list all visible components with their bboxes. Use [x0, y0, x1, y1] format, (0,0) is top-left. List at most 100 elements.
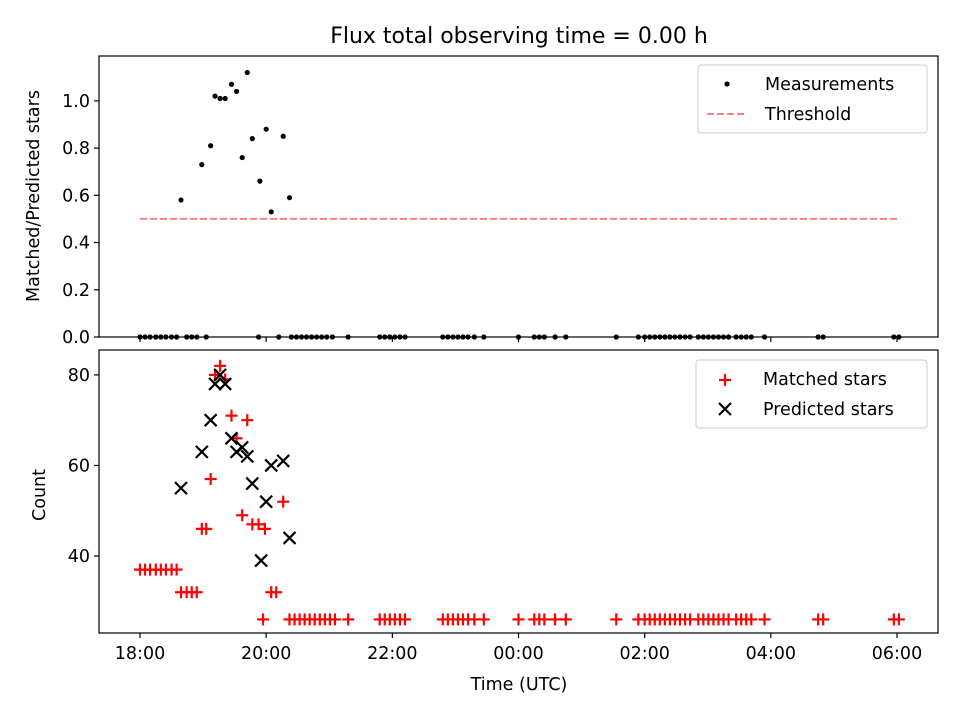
legend-threshold-label: Threshold: [764, 105, 851, 125]
measurement-point: [652, 334, 658, 340]
matched-star-point: [758, 613, 771, 626]
x-tick-label: 18:00: [115, 644, 165, 664]
bottom-y-tick-label: 80: [68, 366, 90, 386]
measurement-point: [324, 334, 330, 340]
legend-predicted-marker: [718, 402, 732, 416]
top-legend-box: [697, 64, 928, 134]
measurement-point: [733, 334, 739, 340]
legend-predicted-label: Predicted stars: [763, 400, 894, 420]
measurement-point: [687, 334, 693, 340]
measurement-point: [298, 334, 305, 340]
measurement-point: [228, 81, 235, 87]
matched-star-point: [236, 509, 249, 522]
measurement-point: [212, 93, 218, 99]
measurement-point: [725, 334, 732, 340]
matched-star-point: [559, 613, 572, 626]
measurement-point: [280, 133, 286, 139]
measurement-point: [303, 334, 310, 340]
predicted-star-point: [213, 368, 227, 382]
measurement-point: [276, 334, 282, 340]
measurement-point: [720, 334, 727, 340]
bottom-y-tick-label: 60: [68, 456, 90, 476]
measurement-point: [541, 334, 547, 340]
top-y-tick-label: 1.0: [62, 92, 90, 112]
matched-star-point: [204, 473, 217, 486]
measurement-point: [647, 334, 653, 340]
bottom-panel: 40 60 80 18:00 20:00 22:00 00:00 02:00 04:00 06:…: [30, 349, 939, 695]
predicted-star-point: [208, 377, 222, 391]
measurement-point: [635, 334, 641, 340]
x-tick-label: 06:00: [872, 644, 922, 664]
matched-star-point: [342, 613, 355, 626]
measurement-point: [705, 334, 711, 340]
measurement-point: [531, 334, 537, 340]
x-tick-label: 22:00: [367, 644, 417, 664]
measurement-point: [319, 334, 325, 340]
measurement-point: [440, 334, 446, 340]
matched-star-point: [538, 613, 551, 626]
x-axis-label: Time (UTC): [470, 675, 568, 695]
measurement-point: [153, 334, 159, 340]
top-y-tick-label: 0.2: [62, 281, 90, 301]
measurement-point: [199, 162, 205, 168]
matched-star-point: [214, 359, 227, 372]
counts-layer: [134, 359, 905, 626]
predicted-star-point: [259, 494, 273, 509]
legend-matched-label: Matched stars: [763, 370, 887, 390]
measurement-point: [208, 143, 214, 149]
measurement-point: [715, 334, 722, 340]
chart-title: Flux total observing time = 0.00 h: [330, 24, 708, 49]
measurement-point: [552, 334, 558, 340]
legend-measurements-marker: [724, 81, 730, 87]
measurement-point: [815, 334, 821, 340]
measurement-point: [189, 334, 195, 340]
predicted-star-point: [240, 449, 255, 464]
measurement-point: [257, 178, 263, 184]
measurement-point: [700, 334, 706, 340]
measurement-point: [387, 334, 393, 340]
measurement-point: [142, 334, 148, 340]
predicted-star-point: [282, 531, 297, 545]
predicted-star-point: [245, 476, 260, 491]
measurement-point: [263, 126, 269, 132]
measurement-point: [239, 154, 245, 161]
measurement-point: [460, 334, 466, 340]
matched-star-point: [549, 613, 562, 626]
predicted-star-point: [203, 413, 218, 427]
matched-star-point: [252, 518, 265, 531]
measurement-point: [743, 334, 749, 340]
measurement-point: [184, 334, 190, 340]
measurement-point: [286, 195, 293, 201]
matched-star-point: [817, 613, 830, 626]
measurement-point: [222, 95, 228, 102]
top-y-tick-label: 0.8: [62, 139, 90, 159]
matched-star-point: [225, 409, 238, 422]
measurement-point: [308, 334, 315, 340]
measurement-point: [667, 334, 673, 340]
predicted-star-point: [235, 440, 249, 455]
measurement-point: [244, 69, 250, 76]
measurement-point: [233, 88, 240, 95]
measurement-point: [891, 334, 897, 340]
matched-star-point: [892, 613, 905, 626]
matched-star-point: [200, 522, 213, 535]
measurement-point: [402, 334, 408, 340]
measurement-point: [471, 334, 477, 340]
measurement-point: [445, 334, 451, 340]
measurement-point: [168, 334, 175, 340]
matched-star-point: [745, 613, 758, 626]
measurement-point: [329, 334, 336, 340]
measurement-point: [173, 334, 180, 340]
matched-star-point: [512, 613, 525, 626]
measurement-point: [217, 95, 223, 102]
predicted-star-point: [264, 458, 278, 473]
measurement-point: [695, 334, 701, 340]
bottom-legend: Matched stars Predicted stars: [695, 359, 928, 429]
measurement-point: [657, 334, 663, 340]
measurement-point: [761, 334, 768, 340]
matched-star-point: [257, 613, 270, 626]
measurement-point: [672, 334, 678, 340]
measurement-point: [465, 334, 471, 340]
top-y-axis: 0.0 0.2 0.4 0.6 0.8 1.0: [62, 92, 99, 348]
